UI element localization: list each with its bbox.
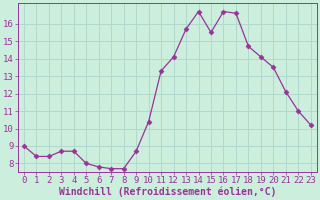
X-axis label: Windchill (Refroidissement éolien,°C): Windchill (Refroidissement éolien,°C)	[59, 187, 276, 197]
